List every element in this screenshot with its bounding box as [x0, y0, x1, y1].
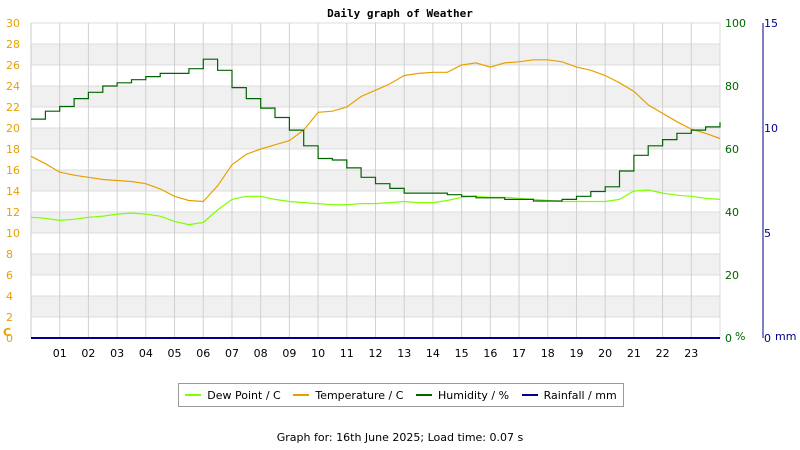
rain-unit-label: mm	[775, 330, 796, 343]
humidity-tick-label: 0	[725, 332, 732, 345]
temp-tick-label: 12	[6, 206, 20, 219]
x-tick-label: 17	[512, 347, 526, 360]
x-tick-label: 20	[598, 347, 612, 360]
footer-status: Graph for: 16th June 2025; Load time: 0.…	[276, 431, 524, 444]
rain-tick-label: 5	[764, 227, 771, 240]
legend-label: Humidity / %	[438, 388, 510, 402]
series-line-temperature	[30, 59, 721, 203]
humidity-tick-label: 80	[725, 80, 739, 93]
humidity-unit-label: %	[735, 330, 745, 343]
x-tick-label: 02	[81, 347, 95, 360]
x-tick-label: 21	[627, 347, 641, 360]
humidity-tick-label: 100	[725, 17, 746, 30]
legend-swatch	[521, 394, 538, 396]
temp-tick-label: 30	[6, 17, 20, 30]
series-lines	[30, 58, 721, 339]
legend-item-dew-point: Dew Point / C	[185, 388, 281, 402]
legend-label: Rainfall / mm	[543, 388, 617, 402]
legend-swatch	[416, 394, 433, 396]
series-line-dew-point	[30, 189, 721, 226]
temp-tick-label: 26	[6, 59, 20, 72]
chart-legend: Dew Point / C Temperature / C Humidity / %…	[178, 383, 624, 407]
chart-title: Daily graph of Weather	[327, 7, 473, 20]
legend-item-temperature: Temperature / C	[293, 389, 403, 402]
humidity-tick-label: 40	[725, 206, 739, 219]
legend-label: Dew Point / C	[207, 388, 281, 402]
x-tick-label: 22	[656, 347, 670, 360]
temp-tick-label: 28	[6, 38, 20, 51]
temp-tick-label: 24	[6, 80, 20, 93]
rain-tick-label: 10	[764, 122, 778, 135]
temp-tick-label: 20	[6, 122, 20, 135]
x-tick-label: 12	[369, 347, 383, 360]
temp-unit-label: C	[3, 326, 11, 339]
x-tick-label: 10	[311, 347, 325, 360]
x-tick-label: 13	[397, 347, 411, 360]
plot-axes: 01 02 03 04 05 06 07 08 09 10 11 12 13 14 15 16 17 18 19 20…	[3, 17, 796, 360]
legend-swatch	[293, 394, 310, 396]
temp-tick-label: 16	[6, 164, 20, 177]
legend-swatch	[185, 394, 202, 396]
plot-gridlines	[31, 22, 720, 339]
rain-tick-label: 15	[764, 17, 778, 30]
temp-tick-label: 6	[6, 269, 13, 282]
x-tick-label: 01	[53, 347, 67, 360]
humidity-tick-label: 20	[725, 269, 739, 282]
x-tick-label: 03	[110, 347, 124, 360]
legend-label: Temperature / C	[315, 388, 404, 402]
x-tick-label: 04	[139, 347, 153, 360]
temp-tick-label: 0	[6, 332, 13, 345]
temp-tick-label: 8	[6, 248, 13, 261]
x-tick-label: 15	[455, 347, 469, 360]
temp-tick-label: 4	[6, 290, 13, 303]
temp-tick-label: 2	[6, 311, 13, 324]
temp-tick-label: 18	[6, 143, 20, 156]
x-tick-label: 23	[684, 347, 698, 360]
x-tick-label: 08	[254, 347, 268, 360]
x-tick-label: 19	[569, 347, 583, 360]
x-tick-label: 06	[196, 347, 210, 360]
rain-tick-label: 0	[764, 332, 771, 345]
humidity-tick-label: 60	[725, 143, 739, 156]
x-tick-label: 09	[282, 347, 296, 360]
x-tick-label: 16	[483, 347, 497, 360]
temp-tick-label: 10	[6, 227, 20, 240]
x-tick-label: 14	[426, 347, 440, 360]
x-tick-label: 05	[168, 347, 182, 360]
series-line-humidity	[31, 58, 721, 202]
x-tick-label: 11	[340, 347, 354, 360]
x-tick-label: 07	[225, 347, 239, 360]
legend-item-humidity: Humidity / %	[416, 389, 509, 402]
temp-tick-label: 14	[6, 185, 20, 198]
temp-tick-label: 22	[6, 101, 20, 114]
x-tick-label: 18	[541, 347, 555, 360]
legend-item-rainfall: Rainfall / mm	[521, 388, 617, 402]
